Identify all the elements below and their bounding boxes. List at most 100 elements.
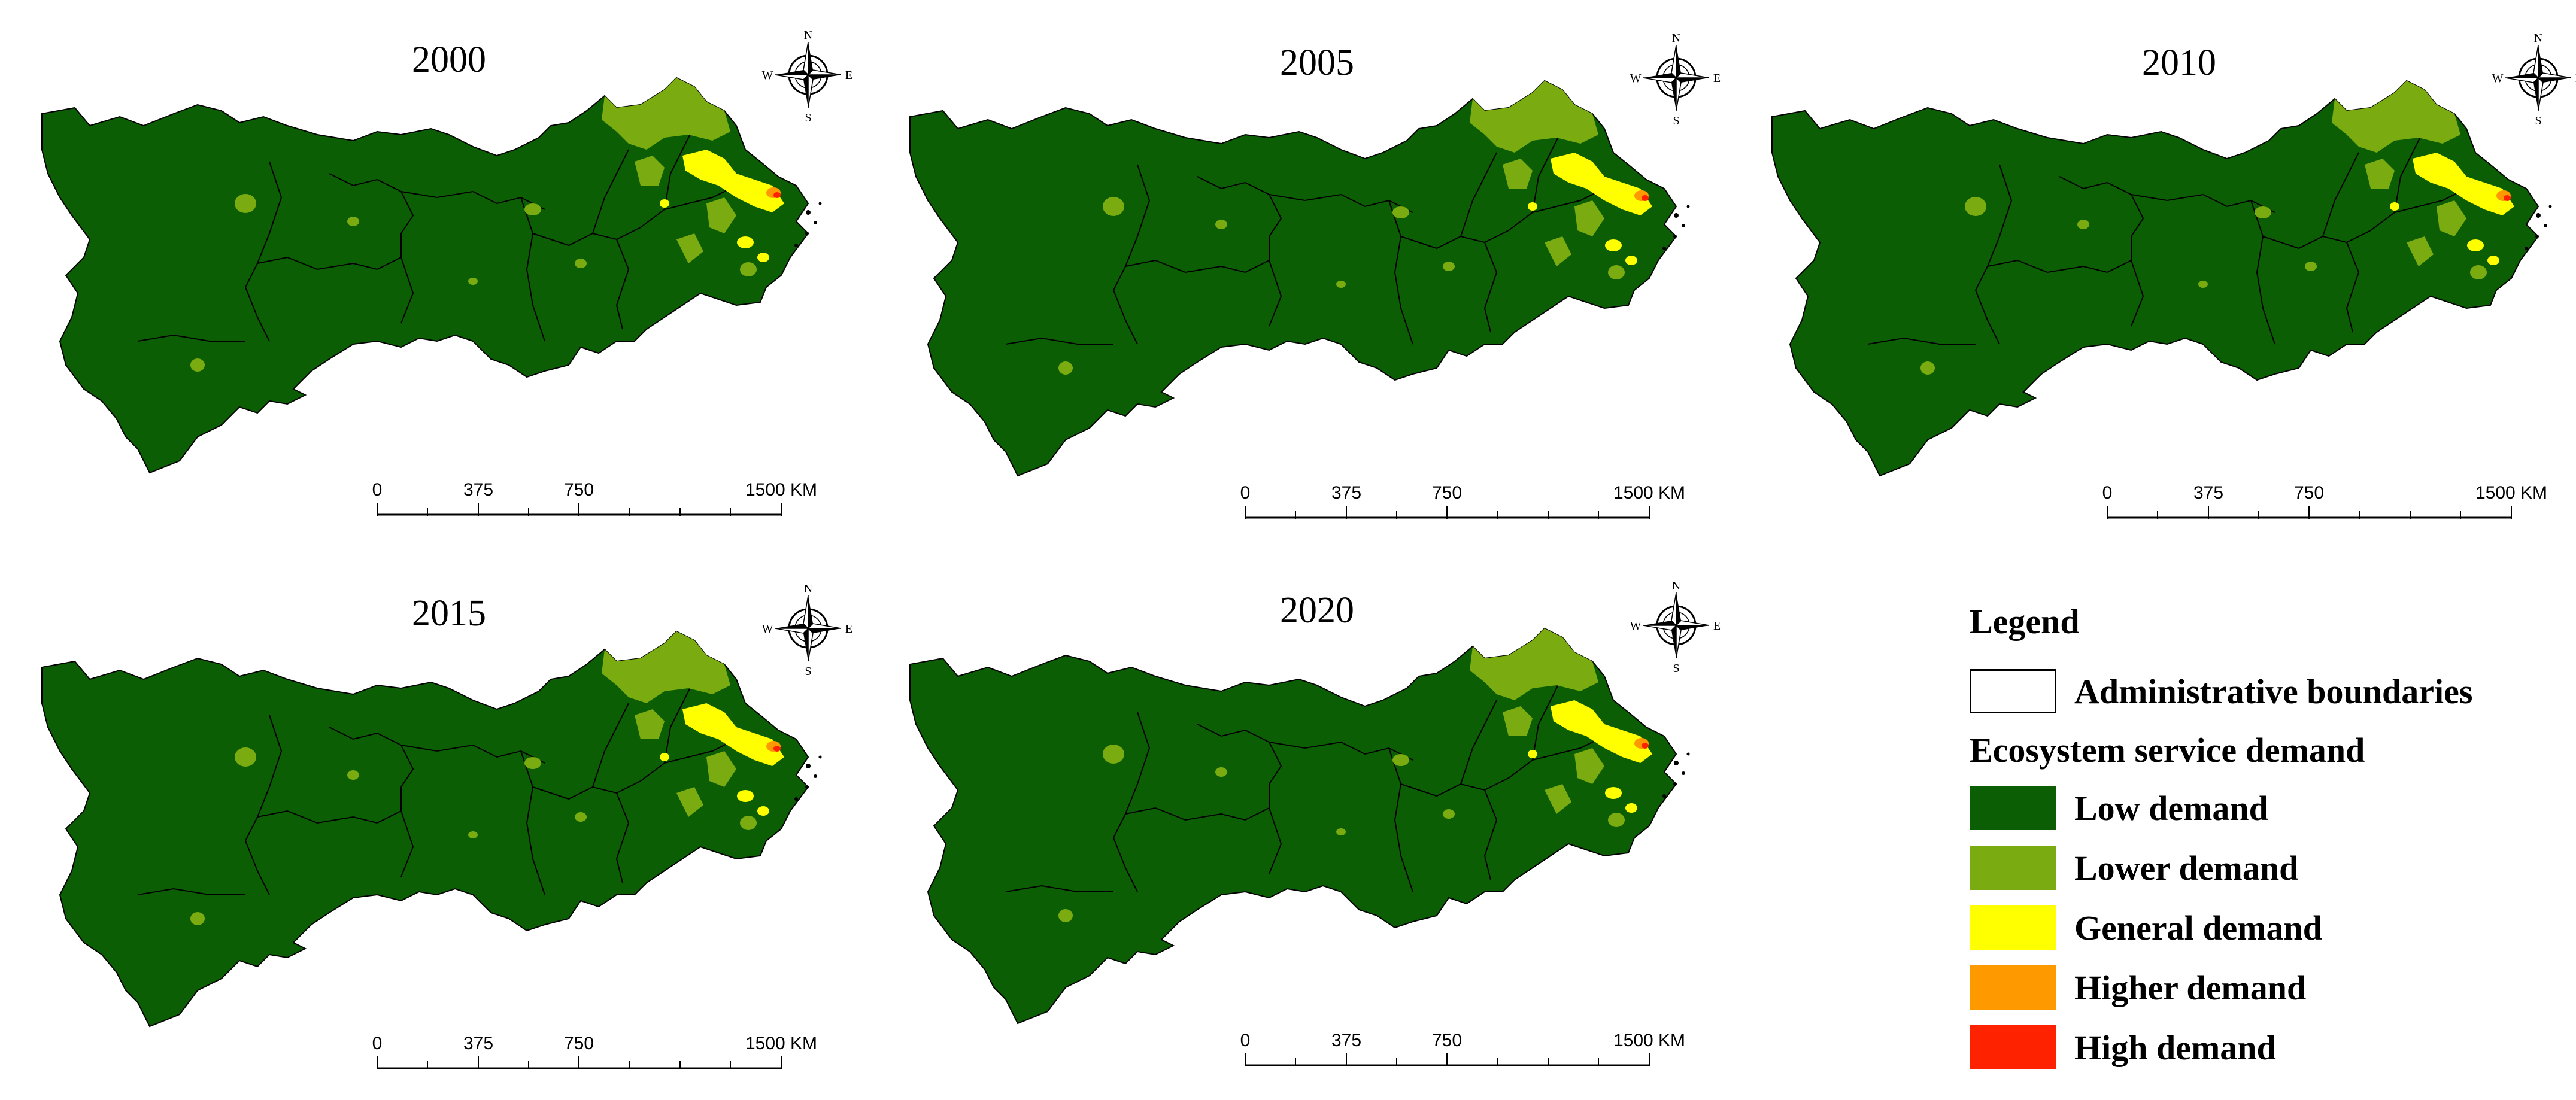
legend-class-row: Higher demand	[1970, 964, 2306, 1011]
scale-bar: 0 375 750 1500 KM	[2102, 483, 2547, 519]
compass-e-label: E	[2575, 72, 2576, 85]
lower-demand-patches	[1058, 81, 1625, 375]
legend-class-row: General demand	[1970, 904, 2322, 952]
compass-e-label: E	[1713, 619, 1721, 633]
coastal-islands	[1662, 752, 1690, 798]
map-legend: Legend Administrative boundaries Ecosyst…	[1970, 595, 2568, 1098]
scale-tick-1500: 1500 KM	[1613, 483, 1685, 503]
admin-boundaries	[137, 679, 737, 895]
compass-n-label: N	[804, 29, 812, 42]
panel-year-title: 2010	[2142, 42, 2216, 83]
compass-s-label: S	[1673, 662, 1679, 675]
high-demand-patches	[1634, 738, 1649, 749]
legend-class-label: High demand	[2074, 1028, 2276, 1067]
map-panel-2005: 2005 N S E W 0 375 750	[886, 9, 1754, 548]
region-low-demand	[909, 627, 1677, 1025]
high-demand-patches	[2496, 190, 2511, 201]
lower-demand-patches	[190, 78, 757, 372]
legend-class-label: Higher demand	[2074, 968, 2307, 1007]
scale-tick-750: 750	[1432, 1031, 1462, 1050]
legend-swatch	[1970, 1025, 2056, 1069]
high-demand-patches	[1634, 190, 1649, 201]
general-demand-patches	[660, 150, 784, 262]
legend-boundary-row: Administrative boundaries	[1970, 667, 2472, 715]
scale-tick-0: 0	[1240, 483, 1251, 503]
compass-w-label: W	[2492, 72, 2504, 85]
legend-class-label: General demand	[2074, 908, 2323, 947]
compass-w-label: W	[1630, 72, 1642, 85]
scale-tick-375: 375	[2193, 483, 2223, 503]
region-low-demand	[41, 77, 809, 474]
legend-swatch	[1970, 846, 2056, 890]
scale-tick-375: 375	[463, 480, 493, 500]
legend-swatch	[1970, 965, 2056, 1010]
general-demand-patches	[1528, 153, 1652, 265]
map-panel-2015: 2015 N S E W 0 375 750	[18, 560, 886, 1098]
admin-boundaries	[1005, 676, 1605, 892]
compass-e-label: E	[1713, 72, 1721, 85]
compass-s-label: S	[2535, 114, 2541, 127]
coastal-islands	[794, 202, 822, 247]
compass-w-label: W	[762, 622, 773, 636]
lower-demand-patches	[1058, 628, 1625, 922]
map-panel-2000: 2000 N S E W 0 375 750	[18, 6, 886, 545]
scale-tick-1500: 1500 KM	[1613, 1031, 1685, 1050]
lower-demand-patches	[190, 631, 757, 925]
legend-title: Legend	[1970, 602, 2080, 641]
scale-tick-0: 0	[372, 480, 383, 500]
scale-tick-0: 0	[1240, 1031, 1251, 1050]
scale-tick-375: 375	[1331, 1031, 1361, 1050]
high-demand-patches	[766, 741, 781, 752]
compass-w-label: W	[762, 69, 773, 82]
coastal-islands	[2525, 205, 2552, 250]
panel-year-title: 2020	[1280, 590, 1354, 631]
panel-year-title: 2005	[1280, 42, 1354, 83]
region-low-demand	[41, 630, 809, 1028]
admin-boundaries	[1005, 128, 1605, 345]
scale-tick-375: 375	[1331, 483, 1361, 503]
region-low-demand	[1771, 80, 2539, 477]
general-demand-patches	[1528, 700, 1652, 813]
high-demand-patches	[766, 187, 781, 198]
compass-rose-icon: N S E W	[1630, 32, 1721, 127]
scale-bar: 0 375 750 1500 KM	[372, 480, 817, 516]
legend-swatch	[1970, 905, 2056, 950]
scale-tick-750: 750	[2294, 483, 2324, 503]
admin-boundaries	[137, 125, 737, 342]
compass-s-label: S	[1673, 114, 1679, 127]
compass-rose-icon: N S E W	[762, 582, 853, 678]
scale-tick-375: 375	[463, 1034, 493, 1053]
legend-boundary-swatch	[1970, 669, 2056, 713]
legend-class-row: Lower demand	[1970, 844, 2298, 892]
general-demand-patches	[2390, 153, 2514, 265]
scale-bar: 0 375 750 1500 KM	[1240, 1031, 1685, 1066]
compass-n-label: N	[2534, 32, 2542, 45]
compass-rose-icon: N S E W	[2492, 32, 2576, 127]
legend-class-label: Lower demand	[2074, 848, 2299, 888]
compass-s-label: S	[805, 111, 811, 124]
map-panel-2020: 2020 N S E W 0 375 750	[886, 557, 1754, 1095]
scale-tick-0: 0	[2102, 483, 2113, 503]
compass-rose-icon: N S E W	[1630, 579, 1721, 675]
admin-boundaries	[1867, 128, 2467, 345]
compass-n-label: N	[804, 582, 812, 595]
coastal-islands	[794, 755, 822, 801]
compass-n-label: N	[1672, 579, 1680, 592]
general-demand-patches	[660, 703, 784, 816]
legend-swatch	[1970, 786, 2056, 830]
legend-class-row: Low demand	[1970, 784, 2268, 832]
scale-tick-1500: 1500 KM	[745, 1034, 817, 1053]
compass-s-label: S	[805, 665, 811, 678]
scale-tick-750: 750	[1432, 483, 1462, 503]
compass-e-label: E	[845, 69, 852, 82]
scale-tick-1500: 1500 KM	[745, 480, 817, 500]
compass-rose-icon: N S E W	[762, 29, 853, 124]
scale-tick-750: 750	[564, 480, 594, 500]
lower-demand-patches	[1920, 81, 2487, 375]
scale-bar: 0 375 750 1500 KM	[1240, 483, 1685, 519]
legend-class-label: Low demand	[2074, 788, 2268, 828]
coastal-islands	[1662, 205, 1690, 250]
scale-tick-1500: 1500 KM	[2475, 483, 2547, 503]
legend-subtitle: Ecosystem service demand	[1970, 731, 2365, 770]
legend-class-row: High demand	[1970, 1023, 2276, 1071]
